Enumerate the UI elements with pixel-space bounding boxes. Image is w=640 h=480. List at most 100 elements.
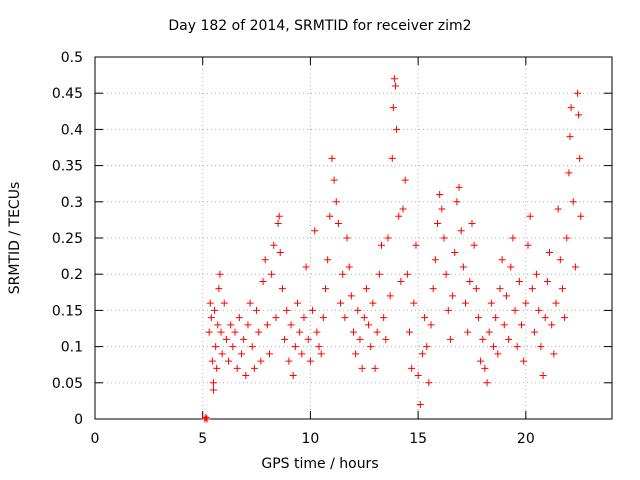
data-point	[334, 220, 342, 228]
data-point	[490, 343, 498, 351]
data-point	[231, 328, 239, 336]
data-point	[541, 314, 549, 322]
data-point	[302, 263, 310, 271]
data-point	[203, 415, 211, 423]
data-point	[546, 248, 554, 256]
data-point	[281, 335, 289, 343]
data-point	[285, 357, 293, 365]
data-point	[222, 335, 230, 343]
data-point	[235, 314, 243, 322]
data-point	[291, 343, 299, 351]
data-point	[216, 270, 224, 278]
data-point	[487, 299, 495, 307]
data-point	[220, 299, 228, 307]
data-point	[522, 299, 530, 307]
data-point	[574, 89, 582, 97]
data-point	[365, 321, 373, 329]
data-point	[386, 292, 394, 300]
data-point	[255, 328, 263, 336]
data-point	[259, 277, 267, 285]
data-point	[225, 357, 233, 365]
axis-ticks: 0 0.05 0.1 0.15 0.2 0.25 0.3 0.35 0.4 0.45 0.5 0 5 10…	[52, 50, 612, 447]
data-point	[446, 335, 454, 343]
data-point	[268, 270, 276, 278]
data-point	[509, 234, 517, 242]
data-point	[393, 125, 401, 133]
data-point	[539, 372, 547, 380]
data-point	[558, 285, 566, 293]
data-point	[481, 364, 489, 372]
data-point	[211, 306, 219, 314]
x-axis-label: GPS time / hours	[261, 456, 379, 472]
data-point	[389, 104, 397, 112]
data-point	[414, 372, 422, 380]
data-point	[434, 220, 442, 228]
data-point	[464, 328, 472, 336]
data-point	[403, 270, 411, 278]
data-point	[477, 357, 485, 365]
data-point	[567, 104, 575, 112]
data-point	[427, 321, 435, 329]
data-point	[371, 364, 379, 372]
data-point	[513, 343, 521, 351]
data-point	[287, 321, 295, 329]
data-point	[416, 401, 424, 409]
data-point	[384, 234, 392, 242]
data-point	[410, 299, 418, 307]
data-point	[548, 321, 556, 329]
y-tick-label: 0.05	[52, 376, 83, 392]
data-point	[261, 256, 269, 264]
data-point	[569, 198, 577, 206]
data-point	[408, 364, 416, 372]
data-point	[209, 379, 217, 387]
data-point	[326, 212, 334, 220]
data-point	[309, 306, 317, 314]
y-tick-label: 0.4	[61, 122, 83, 138]
data-point	[227, 321, 235, 329]
data-point	[575, 111, 583, 119]
data-point	[317, 350, 325, 358]
x-tick-label: 10	[302, 431, 320, 447]
y-tick-label: 0	[74, 412, 83, 428]
data-point	[244, 321, 252, 329]
y-tick-label: 0.1	[61, 340, 83, 356]
data-point	[444, 306, 452, 314]
data-point	[253, 306, 261, 314]
data-point	[304, 335, 312, 343]
data-point	[423, 343, 431, 351]
data-point	[206, 299, 214, 307]
data-point	[293, 299, 301, 307]
data-point	[457, 227, 465, 235]
data-point	[500, 321, 508, 329]
data-point	[554, 205, 562, 213]
data-point	[380, 314, 388, 322]
data-point	[229, 343, 237, 351]
data-point	[528, 285, 536, 293]
x-tick-label: 5	[198, 431, 207, 447]
data-point	[330, 176, 338, 184]
data-point	[276, 248, 284, 256]
data-point	[535, 306, 543, 314]
data-point	[296, 328, 304, 336]
y-tick-label: 0.3	[61, 195, 83, 211]
data-point	[485, 328, 493, 336]
data-point	[214, 321, 222, 329]
data-point	[421, 314, 429, 322]
data-point	[367, 343, 375, 351]
data-point	[360, 314, 368, 322]
data-point	[358, 364, 366, 372]
data-point	[321, 285, 329, 293]
data-point	[526, 212, 534, 220]
data-point	[566, 133, 574, 141]
data-point	[511, 306, 519, 314]
data-point	[436, 191, 444, 199]
data-point	[533, 270, 541, 278]
data-point	[263, 321, 271, 329]
data-point	[505, 335, 513, 343]
data-point	[577, 212, 585, 220]
data-point	[451, 248, 459, 256]
chart-title: Day 182 of 2014, SRMTID for receiver zim…	[168, 18, 472, 34]
data-point	[343, 234, 351, 242]
y-tick-label: 0.25	[52, 231, 83, 247]
